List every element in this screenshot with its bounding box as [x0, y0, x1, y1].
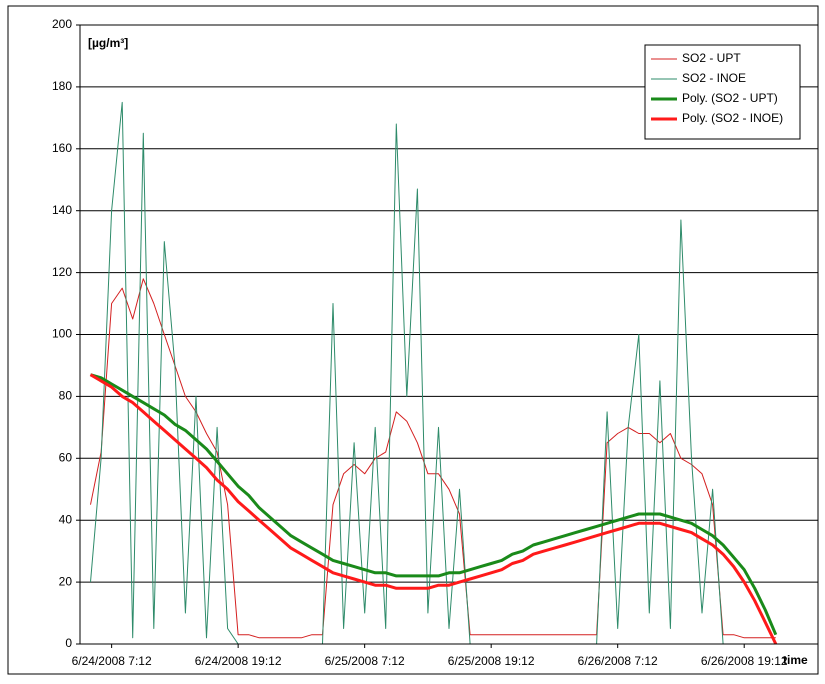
series-line: [89, 373, 778, 645]
x-tick-label: 6/24/2008 19:12: [195, 654, 282, 668]
y-tick-label: 80: [59, 389, 73, 403]
y-tick-label: 140: [52, 203, 72, 217]
y-axis-label: [µg/m³]: [88, 36, 128, 50]
y-tick-label: 200: [52, 17, 72, 31]
x-axis-label: time: [783, 653, 808, 667]
x-tick-label: 6/25/2008 7:12: [325, 654, 405, 668]
legend-label: Poly. (SO2 - UPT): [682, 91, 778, 105]
y-tick-label: 60: [59, 450, 73, 464]
y-tick-label: 20: [59, 574, 73, 588]
series-line: [90, 278, 776, 639]
y-tick-label: 120: [52, 265, 72, 279]
y-tick-label: 0: [65, 636, 72, 650]
y-tick-label: 180: [52, 79, 72, 93]
y-tick-label: 100: [52, 327, 72, 341]
y-tick-label: 160: [52, 141, 72, 155]
series-line: [90, 373, 778, 636]
y-tick-label: 40: [59, 512, 73, 526]
legend-label: SO2 - INOE: [682, 71, 746, 85]
x-tick-label: 6/25/2008 19:12: [448, 654, 535, 668]
series-line: [90, 101, 776, 645]
x-tick-label: 6/26/2008 19:12: [701, 654, 788, 668]
legend-label: SO2 - UPT: [682, 51, 741, 65]
legend-box: [644, 44, 801, 140]
x-tick-label: 6/26/2008 7:12: [578, 654, 658, 668]
legend-label: Poly. (SO2 - INOE): [682, 111, 783, 125]
x-tick-label: 6/24/2008 7:12: [72, 654, 152, 668]
